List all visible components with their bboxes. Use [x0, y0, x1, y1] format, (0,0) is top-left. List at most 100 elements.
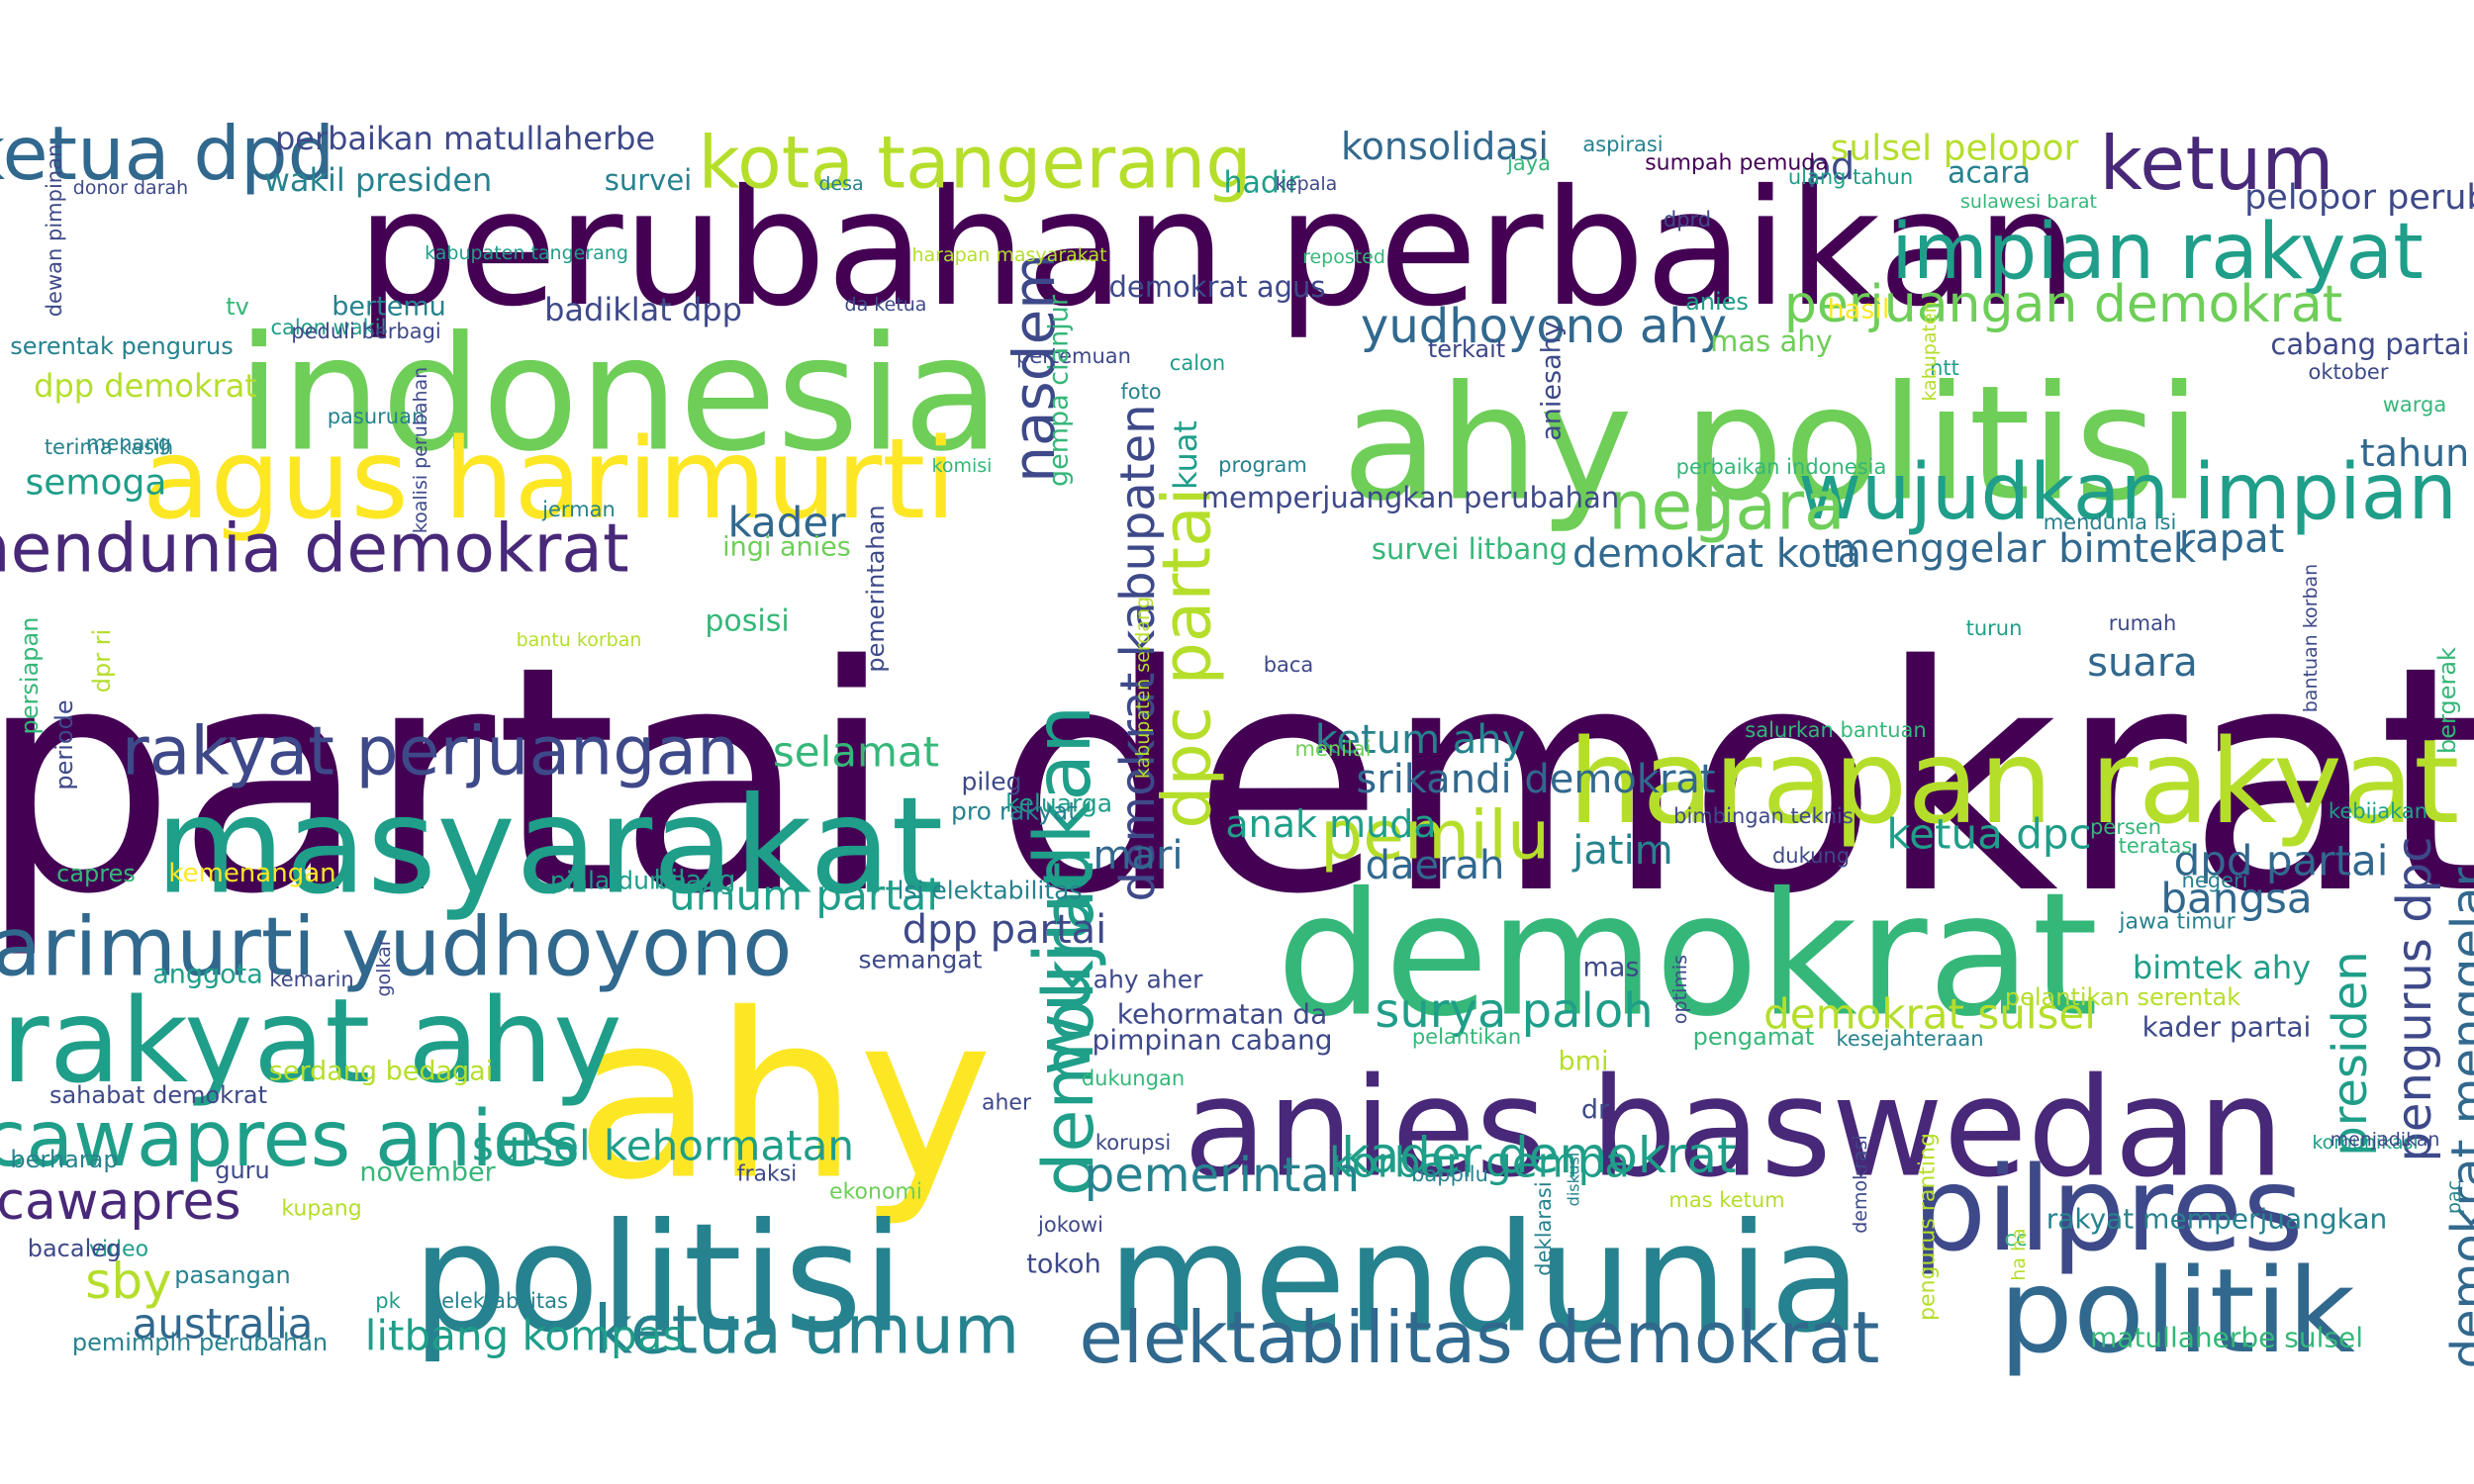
word-ketum: ketum — [2100, 120, 2334, 207]
word-golkar: golkar — [373, 938, 395, 996]
word-umum-partai: umum partai — [669, 872, 938, 920]
word-jawa-timur: jawa timur — [2118, 910, 2236, 935]
word-hadir: hadir — [1223, 166, 1300, 201]
word-pengurus-dpc: pengurus dpc — [2387, 836, 2442, 1161]
word-negara: negara — [1608, 468, 1845, 546]
word-ntt: ntt — [1930, 356, 1959, 380]
word-perjuangan-demokrat: perjuangan demokrat — [1784, 275, 2342, 334]
word-peduli-berbagi: peduli berbagi — [291, 320, 440, 343]
word-rakyat-memperjuangkan: rakyat memperjuangkan — [2046, 1203, 2388, 1236]
word-anies: anies — [1685, 288, 1749, 316]
word-koalisi-perubahan: koalisi perubahan — [410, 367, 431, 533]
word-impian-rakyat: impian rakyat — [1891, 208, 2424, 297]
word-bantuan-korban: bantuan korban — [2300, 564, 2322, 712]
word-posisi: posisi — [705, 604, 789, 639]
word-kupang: kupang — [281, 1197, 361, 1222]
word-menang: menang — [86, 431, 171, 455]
word-bmi: bmi — [1559, 1047, 1609, 1077]
word-dukung: dukung — [1772, 844, 1850, 868]
word-kabupaten-tangerang: kabupaten tangerang — [425, 242, 628, 264]
word-australia: australia — [133, 1300, 314, 1348]
word-dprd: dprd — [1664, 208, 1711, 232]
word-elektabilitas: elektabilitas — [441, 1289, 568, 1313]
word-serentak-pengurus: serentak pengurus — [10, 332, 233, 360]
word-perubahan-perbaikan: perubahan perbaikan — [356, 156, 2077, 342]
word-pemerintahan: pemerintahan — [862, 505, 890, 672]
word-donor-darah: donor darah — [73, 177, 188, 199]
word-semoga: semoga — [26, 463, 167, 504]
word-pro-rakyat: pro rakyat — [951, 797, 1078, 826]
word-aher: aher — [982, 1091, 1032, 1116]
word-ahy-politisi: ahy politisi — [1342, 351, 2201, 536]
word-dr: dr — [1581, 1095, 1610, 1126]
word-rumah: rumah — [2109, 611, 2177, 635]
word-politik: politik — [1999, 1243, 2355, 1379]
word-pd: pd — [1807, 144, 1855, 188]
word-korupsi: korupsi — [1095, 1131, 1171, 1155]
word-da-ketua: da ketua — [845, 294, 927, 316]
word-teratas: teratas — [2119, 834, 2193, 858]
word-menjadikan: menjadikan — [2331, 1129, 2440, 1151]
word-wujudkan: wujudkan — [1019, 705, 1108, 1076]
word-kemenangan: kemenangan — [168, 859, 335, 888]
word-survei-litbang: survei litbang — [1372, 532, 1568, 566]
word-sulawesi-barat: sulawesi barat — [1960, 191, 2097, 213]
word-tv: tv — [226, 293, 249, 321]
word-survei: survei — [605, 163, 692, 197]
word-mas-ketum: mas ketum — [1668, 1188, 1784, 1212]
word-ketua-dpd: ketua dpd — [0, 110, 334, 197]
word-pelantikan-serentak: pelantikan serentak — [2005, 983, 2240, 1011]
word-menilai: menilai — [1294, 737, 1371, 761]
word-demokrat-menggelar: demokrat menggelar — [2441, 867, 2474, 1368]
word-pemilu: pemilu — [1320, 797, 1550, 876]
word-rakyat-perjuangan: rakyat perjuangan — [122, 713, 739, 791]
word-srikandi-demokrat: srikandi demokrat — [1356, 757, 1715, 802]
word-pac: pac — [2443, 1180, 2465, 1214]
word-optimis: optimis — [1669, 955, 1691, 1024]
word-mari: mari — [1093, 833, 1183, 879]
word-anggota: anggota — [152, 960, 263, 990]
word-cc: cc — [2004, 1227, 2027, 1251]
word-agus-harimurti: agus harimurti — [143, 416, 957, 544]
word-kader-partai: kader partai — [2142, 1011, 2312, 1044]
word-sby: sby — [85, 1252, 171, 1310]
word-demokrat: demokrat — [1028, 862, 1109, 1196]
word-harapan-masyarakat: harapan masyarakat — [911, 244, 1106, 266]
word-demokrat-agus: demokrat agus — [1109, 270, 1326, 304]
word-november: november — [359, 1158, 496, 1188]
word-calon: calon — [1170, 351, 1225, 375]
word-sahabat-demokrat: sahabat demokrat — [49, 1081, 267, 1109]
word-salurkan-bantuan: salurkan bantuan — [1745, 718, 1926, 742]
word-ahy-aher: ahy aher — [1094, 966, 1203, 994]
word-dpc-partai: dpc partai — [1149, 487, 1227, 828]
word-piala-dunia: piala dunia — [550, 867, 687, 895]
word-turun: turun — [1966, 616, 2023, 640]
word-bertemu: bertemu — [332, 292, 445, 323]
word-cabang-partai: cabang partai — [2270, 327, 2469, 361]
word-elektabilitas-demokrat: elektabilitas demokrat — [1080, 1296, 1880, 1379]
word-desa: desa — [818, 173, 863, 195]
word-oktober: oktober — [2309, 360, 2389, 384]
word-guru: guru — [215, 1157, 270, 1184]
word-acara: acara — [1948, 156, 2031, 191]
word-jerman: jerman — [541, 498, 616, 521]
word-kehormatan-da: kehormatan da — [1117, 998, 1328, 1031]
word-suara: suara — [2087, 640, 2198, 686]
word-anies-baswedan: anies baswedan — [1184, 1049, 2285, 1208]
word-yudhoyono-ahy: yudhoyono ahy — [1361, 299, 1727, 354]
word-bacaleg: bacaleg — [28, 1235, 122, 1262]
word-ketum-ahy: ketum ahy — [1315, 717, 1526, 763]
word-harimurti-yudhoyono: harimurti yudhoyono — [0, 901, 792, 995]
word-serdang-bedagai: serdang bedagai — [269, 1057, 493, 1087]
word-keluarga: keluarga — [1005, 789, 1112, 818]
word-demokrat-kota: demokrat kota — [1572, 531, 1861, 577]
word-fraksi: fraksi — [737, 1162, 798, 1187]
word-rapat: rapat — [2179, 516, 2285, 562]
word-semangat: semangat — [859, 946, 983, 974]
word-kader: kader — [727, 499, 846, 547]
word-mas: mas — [1583, 953, 1640, 983]
word-cawapres: cawapres — [0, 1172, 241, 1232]
word-aniesahy: aniesahy — [1537, 321, 1568, 440]
word-dpr-ri: dpr ri — [88, 629, 116, 694]
word-bangsa: bangsa — [2160, 875, 2312, 923]
